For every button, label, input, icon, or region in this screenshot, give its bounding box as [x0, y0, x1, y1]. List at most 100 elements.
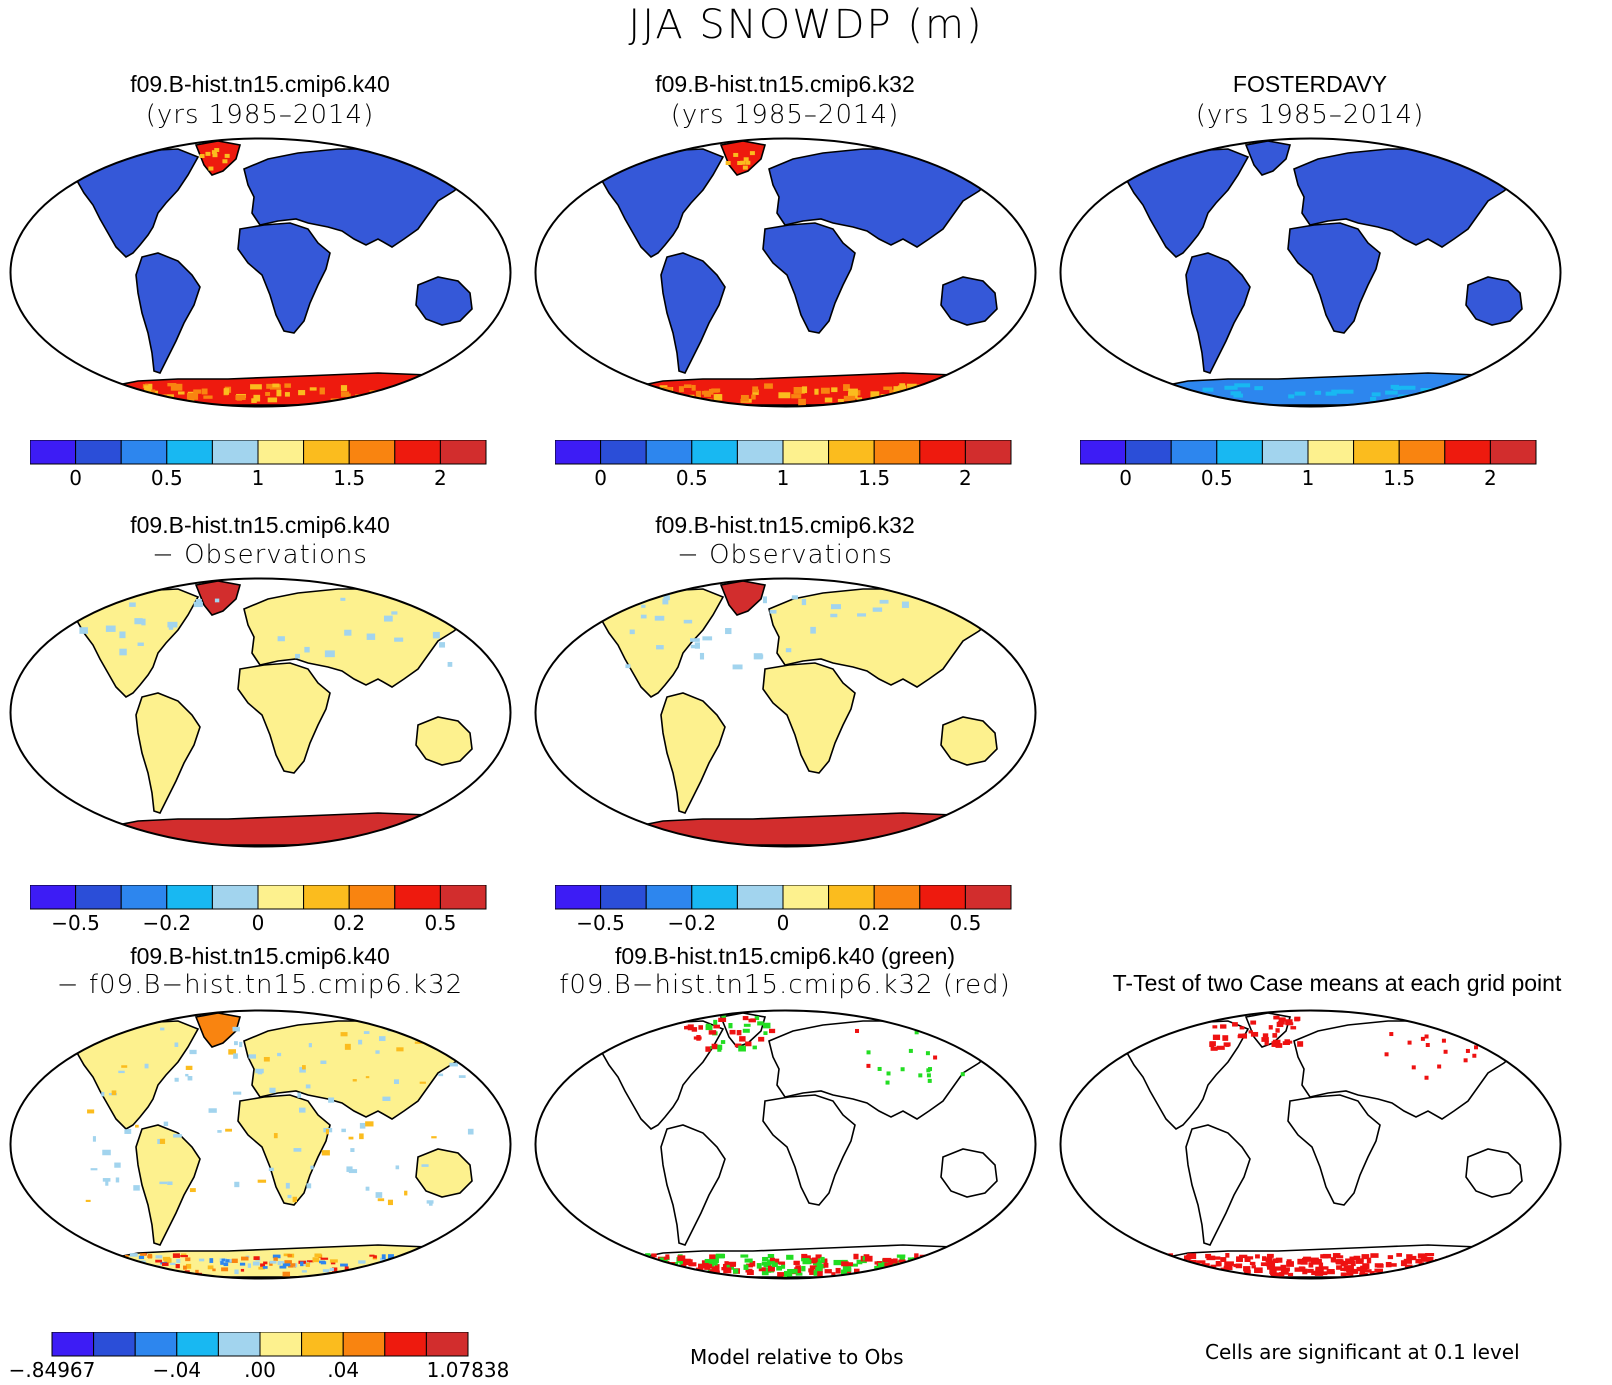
- sig-cell: [1326, 1269, 1335, 1273]
- sig-cell: [1343, 1265, 1352, 1272]
- sig-cell: [1238, 1254, 1248, 1259]
- colorbar-swatch: [1353, 440, 1400, 465]
- diff-cell: [879, 599, 889, 604]
- snow-cell: [1234, 383, 1251, 388]
- land-namerica: [1118, 1020, 1250, 1130]
- diff-cell: [386, 1272, 395, 1277]
- sig-cell: [1463, 1058, 1468, 1063]
- diff-cell: [185, 1263, 192, 1269]
- sig-cell: [793, 1268, 798, 1274]
- sig-cell: [1298, 1266, 1305, 1271]
- sig-cell: [1474, 1259, 1483, 1263]
- sig-cell: [1462, 1269, 1468, 1274]
- colorbar-swatch: [93, 1332, 136, 1357]
- sig-cell: [644, 1270, 651, 1274]
- colorbar-swatch: [1170, 440, 1218, 465]
- diff-cell: [162, 1262, 169, 1266]
- snow-cell: [340, 391, 350, 397]
- sig-cell: [655, 1268, 663, 1272]
- sig-cell: [761, 1261, 769, 1266]
- land-africa: [1287, 1094, 1381, 1206]
- diff-cell: [164, 1258, 172, 1264]
- diff-cell: [382, 1096, 391, 1101]
- snow-cell: [733, 152, 739, 157]
- sig-cell: [769, 1028, 776, 1034]
- colorbar-swatch: [645, 885, 693, 910]
- sig-cell: [952, 1259, 962, 1265]
- snow-cell: [415, 393, 421, 400]
- colorbar-swatch: [342, 1332, 386, 1357]
- sig-cell: [1408, 1272, 1417, 1278]
- diff-cell: [167, 621, 178, 628]
- sig-cell: [776, 1265, 783, 1271]
- sig-cell: [1278, 1017, 1286, 1022]
- diff-cell: [260, 1263, 266, 1267]
- snow-cell: [1202, 387, 1214, 392]
- sig-cell: [1197, 1267, 1205, 1273]
- colorbar-tick-label: 0: [252, 911, 265, 935]
- snow-cell: [894, 393, 904, 397]
- snow-cell: [1233, 393, 1243, 398]
- sig-cell: [1465, 1264, 1472, 1270]
- diff-cell: [185, 1065, 193, 1070]
- sig-cell: [931, 1031, 936, 1036]
- diff-cell: [159, 1271, 166, 1276]
- significance-note: Cells are significant at 0.1 level: [1205, 1340, 1520, 1364]
- sig-cell: [1185, 1265, 1191, 1270]
- diff-cell: [114, 1262, 122, 1267]
- sig-cell: [1201, 1268, 1207, 1274]
- sig-cell: [885, 1080, 890, 1085]
- sig-cell: [718, 1017, 727, 1023]
- sig-cell: [1281, 1267, 1290, 1272]
- colorbar-tick-label: 1.07838: [427, 1358, 510, 1382]
- diff-cell: [830, 613, 838, 618]
- sig-cell: [1467, 1272, 1474, 1278]
- snow-cell: [1288, 394, 1295, 399]
- sig-cell: [1171, 1270, 1178, 1274]
- sig-cell: [1220, 1257, 1227, 1262]
- diff-cell: [641, 604, 646, 608]
- land-samerica: [135, 252, 201, 374]
- colorbar-4: −0.5 −0.2 0 0.2 0.5: [30, 885, 487, 935]
- diff-cell: [402, 1258, 407, 1264]
- sig-cell: [1236, 1256, 1243, 1262]
- snow-cell: [272, 383, 280, 388]
- sig-cell: [1425, 1042, 1430, 1047]
- colorbar-swatch: [211, 440, 259, 465]
- sig-cell: [1336, 1265, 1343, 1270]
- sig-cell: [1275, 1257, 1283, 1263]
- diff-cell: [234, 1269, 239, 1275]
- diff-cell: [79, 1039, 83, 1045]
- sig-cell: [1397, 1270, 1403, 1275]
- sig-cell: [677, 1270, 684, 1275]
- colorbar-swatch: [394, 885, 441, 910]
- colorbar-tick-label: −.84967: [9, 1358, 96, 1382]
- model-relative-note: Model relative to Obs: [690, 1345, 904, 1369]
- diff-cell: [175, 1264, 180, 1269]
- sig-cell: [757, 1021, 764, 1026]
- land-antarctica: [105, 812, 429, 846]
- sig-cell: [1349, 1256, 1357, 1260]
- diff-cell: [163, 1121, 169, 1127]
- sig-cell: [783, 1270, 793, 1277]
- sig-cell: [1210, 1046, 1218, 1051]
- sig-cell: [1426, 1256, 1434, 1263]
- sig-cell: [762, 1256, 769, 1262]
- diff-cell: [329, 1267, 334, 1272]
- snow-cell: [395, 390, 407, 395]
- sig-cell: [1224, 1261, 1234, 1266]
- colorbar-swatch: [691, 885, 738, 910]
- sig-cell: [938, 1258, 944, 1264]
- colorbar-tick-label: 0.5: [424, 911, 456, 935]
- diff-cell: [284, 1260, 292, 1265]
- diff-cell: [431, 1136, 437, 1139]
- snow-cell: [1428, 390, 1444, 395]
- snow-cell: [837, 398, 845, 403]
- sig-cell: [1345, 1272, 1354, 1276]
- diff-cell: [138, 1255, 145, 1260]
- panel-8-title: T-Test of two Case means at each grid po…: [1112, 970, 1562, 996]
- sig-cell: [1406, 1254, 1413, 1260]
- sig-cell: [860, 1259, 867, 1264]
- colorbar-swatch: [75, 440, 122, 465]
- diff-cell: [234, 1041, 238, 1046]
